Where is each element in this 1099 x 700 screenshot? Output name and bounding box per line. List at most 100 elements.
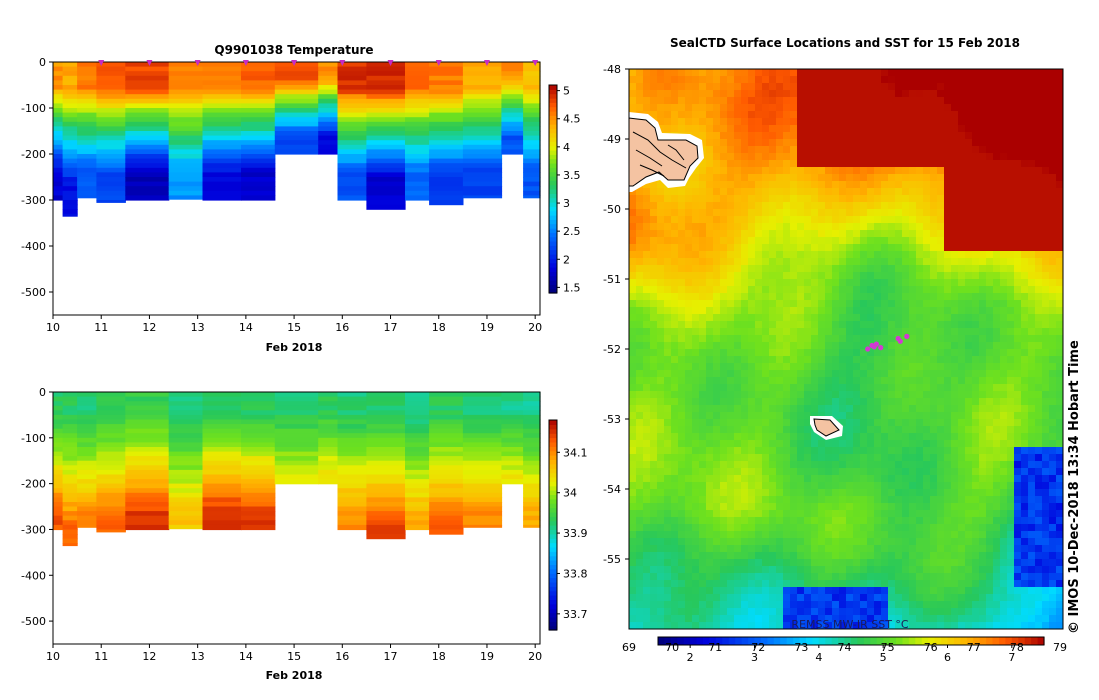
sst-cell: [783, 69, 791, 77]
sst-cell: [1028, 160, 1036, 168]
sst-cell: [888, 244, 896, 252]
data-cell: [523, 186, 541, 192]
data-cell: [241, 483, 276, 489]
data-cell: [274, 479, 319, 485]
sst-cell: [678, 405, 686, 413]
data-cell: [274, 149, 319, 155]
data-cell: [77, 447, 97, 453]
sst-cell: [1056, 391, 1063, 399]
sst-cell: [846, 391, 854, 399]
sst-cell: [993, 356, 1001, 364]
sst-cell: [678, 440, 686, 448]
sst-cell: [846, 272, 854, 280]
sst-cell: [1000, 139, 1008, 147]
sst-cell: [636, 384, 644, 392]
sst-cell: [832, 391, 840, 399]
sst-cell: [923, 272, 931, 280]
sst-cell: [916, 97, 924, 105]
sst-cell: [629, 223, 637, 231]
data-cell: [462, 524, 503, 528]
sst-cell: [979, 363, 987, 371]
sst-cell: [860, 118, 868, 126]
sst-cell: [839, 300, 847, 308]
sst-cell: [832, 468, 840, 476]
sst-cell: [797, 97, 805, 105]
sst-cell: [741, 335, 749, 343]
sst-cell: [685, 475, 693, 483]
sst-cell: [797, 195, 805, 203]
sst-cell: [1014, 335, 1022, 343]
data-cell: [318, 71, 339, 77]
data-cell: [318, 442, 339, 448]
sst-cell: [965, 209, 973, 217]
sst-cell: [713, 356, 721, 364]
colorbar-swatch: [549, 560, 557, 565]
sst-cell: [825, 363, 833, 371]
sst-cell: [706, 335, 714, 343]
sst-cell: [951, 398, 959, 406]
sst-cell: [1049, 258, 1057, 266]
sst-cell: [972, 76, 980, 84]
sst-cell: [1007, 377, 1015, 385]
sst-cell: [692, 384, 700, 392]
sst-cell: [720, 391, 728, 399]
data-cell: [462, 172, 503, 178]
sst-cell: [769, 370, 777, 378]
sst-cell: [692, 223, 700, 231]
sst-cell: [853, 307, 861, 315]
sst-cell: [979, 230, 987, 238]
data-cell: [241, 177, 276, 183]
sst-cell: [818, 125, 826, 133]
sst-cell: [1042, 181, 1050, 189]
sst-cell: [895, 97, 903, 105]
sst-cell: [895, 195, 903, 203]
sst-cell: [1007, 167, 1015, 175]
sst-cell: [671, 370, 679, 378]
sst-cell: [972, 433, 980, 441]
sst-cell: [692, 412, 700, 420]
sst-cell: [748, 265, 756, 273]
sst-cell: [706, 279, 714, 287]
data-cell: [337, 186, 367, 192]
sst-cell: [734, 405, 742, 413]
sst-cell: [811, 461, 819, 469]
sst-cell: [909, 384, 917, 392]
data-cell: [125, 410, 170, 416]
profile-marker: [483, 60, 490, 66]
sst-cell: [825, 202, 833, 210]
data-cell: [405, 437, 430, 443]
sst-cell: [1021, 426, 1029, 434]
sst-cell: [832, 174, 840, 182]
sst-cell: [874, 188, 882, 196]
sst-cell: [692, 328, 700, 336]
sst-cell: [951, 223, 959, 231]
sst-cell: [776, 167, 784, 175]
data-cell: [405, 447, 430, 453]
sst-cell: [895, 83, 903, 91]
sst-cell: [678, 118, 686, 126]
sst-cell: [797, 461, 805, 469]
sst-cell: [1007, 398, 1015, 406]
sst-cell: [643, 90, 651, 98]
data-cell: [241, 497, 276, 503]
colorbar-swatch: [549, 455, 557, 460]
sst-cell: [643, 433, 651, 441]
sst-cell: [972, 153, 980, 161]
sst-cell: [755, 356, 763, 364]
sst-cell: [867, 328, 875, 336]
sst-cell: [825, 440, 833, 448]
sst-cell: [930, 76, 938, 84]
sst-cell: [930, 174, 938, 182]
sst-cell: [1007, 356, 1015, 364]
sst-cell: [783, 111, 791, 119]
sst-cell: [937, 272, 945, 280]
sst-cell: [958, 300, 966, 308]
sst-cell: [769, 181, 777, 189]
colorbar-swatch: [549, 546, 557, 552]
sst-cell: [979, 447, 987, 455]
data-cell: [462, 108, 503, 114]
sst-cell: [965, 482, 973, 490]
sst-cell: [895, 482, 903, 490]
data-cell: [96, 465, 126, 471]
sst-cell: [832, 209, 840, 217]
